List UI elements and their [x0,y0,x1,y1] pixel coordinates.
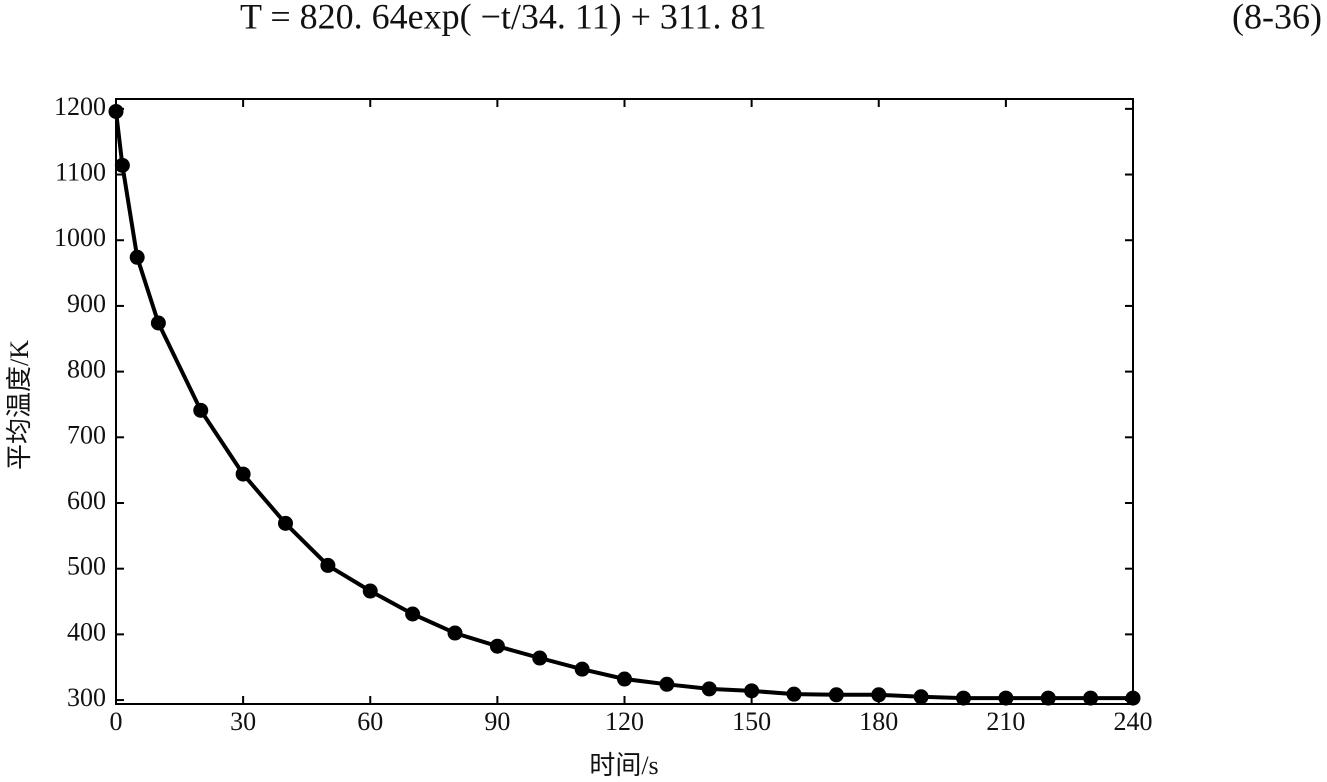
data-point [1083,690,1099,706]
y-tick-label: 1000 [54,223,106,252]
data-point [828,687,844,703]
data-point [532,650,548,666]
data-point [786,686,802,702]
y-tick-label: 500 [67,552,106,581]
data-point [405,606,421,622]
data-point [150,315,166,331]
y-tick-label: 400 [67,617,106,646]
data-point [447,625,463,641]
data-point [871,687,887,703]
data-point [108,103,124,119]
x-axis-label: 时间/s [589,751,658,780]
y-axis-label: 平均温度/K [5,340,34,470]
data-point [998,690,1014,706]
x-tick-label: 120 [605,707,644,736]
equation-number: (8-36) [1232,0,1322,36]
y-tick-label: 900 [67,289,106,318]
series-line [114,111,1133,701]
data-point [701,681,717,697]
x-tick-label: 150 [732,707,771,736]
y-tick-label: 300 [67,683,106,712]
data-point [362,583,378,599]
data-point [114,157,130,173]
data-point [956,690,971,706]
data-point [278,515,293,531]
data-point [1040,690,1056,706]
data-point [913,689,929,705]
x-tick-label: 30 [230,707,256,736]
x-tick-label: 180 [859,707,898,736]
data-point [659,676,675,692]
plot-frame [115,98,1134,705]
data-point [320,557,336,573]
data-point [744,683,760,699]
x-tick-label: 90 [484,707,510,736]
data-point [574,661,590,677]
data-point [235,466,251,482]
y-tick-label: 1200 [54,92,106,121]
y-tick-label: 800 [67,355,106,384]
x-tick-label: 60 [357,707,383,736]
data-point [1125,690,1141,706]
data-point [193,402,209,418]
x-tick-label: 210 [986,707,1025,736]
data-point [489,638,505,654]
y-tick-label: 700 [67,420,106,449]
data-point [129,249,145,265]
equation: T = 820. 64exp( −t/34. 11) + 311. 81 [240,0,767,36]
y-tick-label: 600 [67,486,106,515]
data-point [617,671,632,687]
x-tick-label: 240 [1114,707,1153,736]
y-tick-label: 1100 [55,158,106,187]
x-tick-label: 0 [110,707,123,736]
